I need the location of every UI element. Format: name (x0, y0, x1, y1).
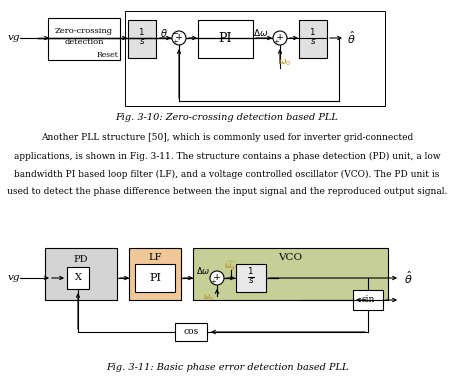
Circle shape (172, 31, 186, 45)
Text: $\widehat{\omega_g}$: $\widehat{\omega_g}$ (224, 259, 238, 273)
Bar (193, 248, 388, 300)
Bar (299, 20, 327, 58)
Bar (45, 248, 117, 300)
Text: sin: sin (361, 296, 374, 304)
Text: Fig. 3-10: Zero-crossing detection based PLL: Fig. 3-10: Zero-crossing detection based… (116, 113, 339, 122)
Bar (236, 264, 266, 292)
Text: $\frac{1}{s}$: $\frac{1}{s}$ (247, 267, 255, 287)
Text: $\omega_o$: $\omega_o$ (203, 293, 215, 303)
Text: +: + (213, 273, 221, 282)
Text: $\omega_0$: $\omega_0$ (278, 58, 292, 68)
Text: VCO: VCO (278, 254, 303, 263)
Text: bandwidth PI based loop filter (LF), and a voltage controlled oscillator (VCO). : bandwidth PI based loop filter (LF), and… (14, 169, 440, 179)
Text: PI: PI (219, 33, 232, 45)
Bar (48, 18, 120, 60)
Text: $\frac{1}{s}$: $\frac{1}{s}$ (138, 28, 146, 48)
Text: detection: detection (64, 38, 104, 46)
Bar (175, 323, 207, 341)
Bar (125, 11, 385, 106)
Bar (129, 248, 181, 300)
Text: Reset: Reset (96, 51, 118, 59)
Circle shape (210, 271, 224, 285)
Bar (198, 20, 253, 58)
Text: +: + (273, 38, 279, 46)
Text: LF: LF (148, 254, 162, 263)
Text: $\frac{1}{s}$: $\frac{1}{s}$ (309, 28, 317, 48)
Text: PD: PD (74, 255, 88, 263)
Text: $\Delta\omega$: $\Delta\omega$ (253, 28, 268, 39)
Text: PI: PI (149, 273, 161, 283)
Text: +: + (276, 33, 284, 41)
Text: +: + (175, 33, 183, 41)
Text: −: − (172, 30, 178, 38)
Text: used to detect the phase difference between the input signal and the reproduced : used to detect the phase difference betw… (7, 188, 447, 196)
Text: vg: vg (8, 274, 20, 282)
Text: Fig. 3-11: Basic phase error detection based PLL: Fig. 3-11: Basic phase error detection b… (106, 363, 348, 373)
Text: Zero-crossing: Zero-crossing (55, 27, 113, 35)
Bar (135, 264, 175, 292)
Text: cos: cos (183, 327, 199, 337)
Text: $\theta$: $\theta$ (160, 27, 168, 39)
Text: +: + (172, 38, 178, 46)
Text: Another PLL structure [50], which is commonly used for inverter grid-connected: Another PLL structure [50], which is com… (41, 133, 413, 143)
Text: $\Delta\omega$: $\Delta\omega$ (196, 266, 210, 277)
Bar (353, 290, 383, 310)
Text: $\hat{\theta}$: $\hat{\theta}$ (347, 30, 355, 46)
Bar (67, 267, 89, 289)
Bar (128, 20, 156, 58)
Text: $\hat{\theta}$: $\hat{\theta}$ (404, 270, 412, 286)
Text: applications, is shown in Fig. 3-11. The structure contains a phase detection (P: applications, is shown in Fig. 3-11. The… (14, 152, 440, 161)
Text: vg: vg (8, 33, 20, 42)
Text: +: + (210, 278, 216, 286)
Text: X: X (75, 274, 81, 282)
Circle shape (273, 31, 287, 45)
